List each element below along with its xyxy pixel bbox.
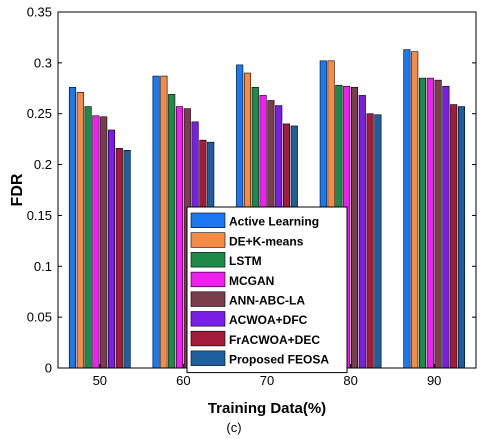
bar-fracwoa-dec-90 [450, 104, 458, 369]
legend-label: ACWOA+DFC [229, 313, 308, 327]
bar-lstm-60 [168, 94, 176, 369]
x-axis-label: Training Data(%) [208, 400, 326, 417]
bar-lstm-90 [418, 77, 427, 369]
y-tick-label: 0.3 [34, 55, 52, 70]
bar-acwoa-dfc-90 [442, 85, 450, 369]
bar-de-k-means-90 [411, 51, 419, 369]
figure-caption: (c) [226, 420, 241, 435]
y-tick-label: 0.05 [27, 310, 52, 325]
legend-swatch [190, 252, 226, 268]
legend-label: DE+K-means [229, 234, 304, 248]
bar-ann-abc-la-90 [434, 79, 442, 369]
legend-label: LSTM [229, 254, 262, 268]
legend-swatch [190, 350, 226, 366]
x-tick-label: 90 [427, 373, 441, 388]
bar-ann-abc-la-80 [350, 86, 359, 369]
x-tick-label: 80 [343, 373, 357, 388]
legend-swatch [190, 311, 226, 327]
bar-active-learning-60 [152, 75, 160, 369]
y-tick-label: 0.15 [27, 208, 52, 223]
x-tick-label: 70 [260, 373, 274, 388]
legend-swatch [190, 291, 226, 307]
bar-mcgan-60 [175, 106, 184, 369]
y-tick-label: 0 [45, 361, 52, 376]
bar-proposed-feosa-50 [123, 150, 131, 369]
bar-mcgan-90 [426, 77, 434, 369]
bar-proposed-feosa-90 [457, 106, 466, 369]
bar-de-k-means-50 [76, 92, 84, 369]
bar-ann-abc-la-50 [100, 116, 108, 369]
legend-label: FrACWOA+DEC [229, 333, 320, 347]
y-tick-label: 0.25 [27, 106, 52, 121]
bar-acwoa-dfc-80 [358, 95, 366, 369]
legend-swatch [190, 212, 226, 228]
legend: Active Learning DE+K-means LSTM MCGAN ANN-AB… [186, 206, 348, 374]
bar-acwoa-dfc-50 [107, 129, 116, 369]
x-axis-ticks: 50 60 70 80 90 [93, 364, 441, 388]
y-tick-label: 0.35 [27, 5, 52, 20]
legend-label: MCGAN [229, 274, 274, 288]
y-tick-label: 0.2 [34, 157, 52, 172]
bar-de-k-means-60 [160, 75, 168, 369]
legend-box [186, 206, 348, 374]
legend-swatch [190, 232, 226, 248]
y-axis-label: FDR [9, 173, 26, 206]
x-tick-label: 50 [93, 373, 107, 388]
legend-swatch [190, 271, 226, 288]
legend-label: Proposed FEOSA [229, 353, 329, 367]
bar-mcgan-50 [92, 115, 100, 369]
legend-label: Active Learning [229, 215, 319, 229]
bar-proposed-feosa-80 [374, 114, 382, 369]
y-tick-label: 0.1 [34, 259, 52, 274]
legend-label: ANN-ABC-LA [229, 294, 305, 308]
bar-active-learning-90 [403, 49, 411, 369]
y-axis-ticks: 0 0.05 0.1 0.15 0.2 0.25 0.3 0.35 [27, 5, 476, 376]
x-tick-label: 60 [176, 373, 190, 388]
legend-swatch [190, 330, 226, 347]
bar-fracwoa-dec-80 [366, 113, 374, 369]
bar-lstm-50 [84, 106, 92, 369]
bar-fracwoa-dec-50 [115, 147, 123, 369]
bar-active-learning-50 [68, 86, 77, 369]
